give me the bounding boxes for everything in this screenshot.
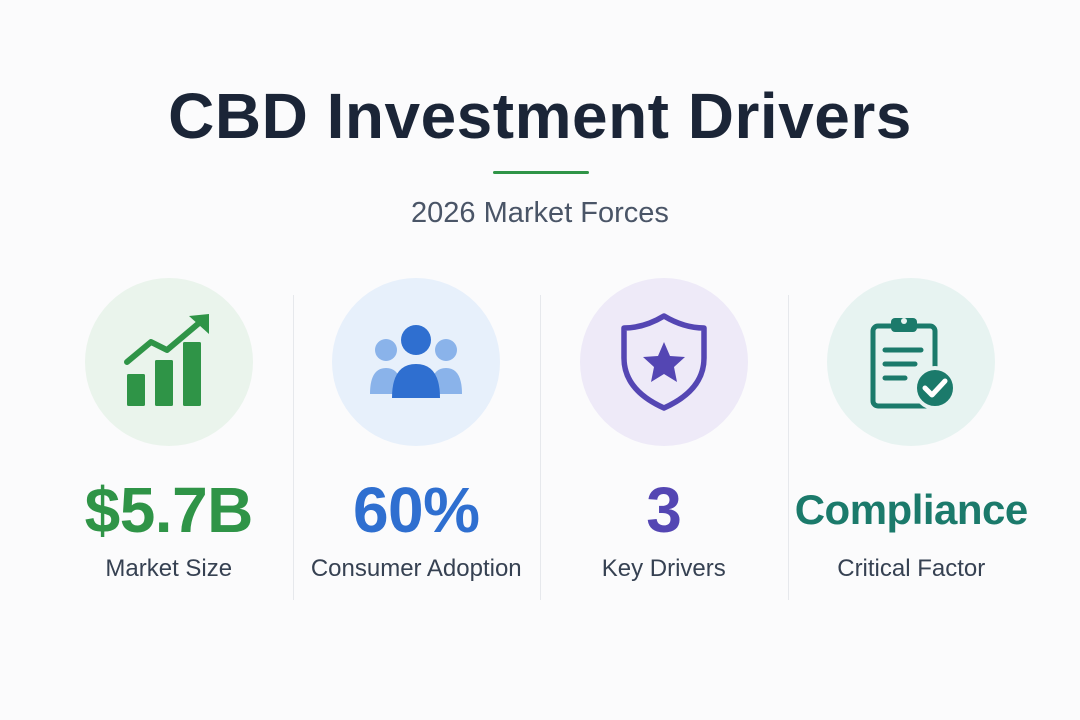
- stat-value: Compliance: [794, 486, 1029, 533]
- stat-consumer-adoption: 60% Consumer Adoption: [292, 270, 541, 610]
- title-divider: [493, 171, 589, 174]
- stat-label: Critical Factor: [837, 555, 986, 582]
- page-subtitle: 2026 Market Forces: [411, 197, 669, 229]
- stat-icon-circle: [332, 278, 501, 446]
- growth-chart-icon: [123, 314, 209, 406]
- stat-label: Market Size: [105, 555, 233, 582]
- stat-value: 60%: [352, 474, 480, 546]
- stat-icon-circle: [579, 278, 748, 446]
- page-title: CBD Investment Drivers: [168, 80, 912, 152]
- stat-critical-factor: Compliance Critical Factor: [787, 270, 1036, 610]
- stat-value: $5.7B: [84, 474, 254, 546]
- people-group-icon: [370, 325, 463, 398]
- stat-icon-circle: [84, 278, 253, 446]
- stat-icon-circle: [827, 278, 996, 446]
- stat-value: 3: [646, 474, 682, 546]
- stat-key-drivers: 3 Key Drivers: [540, 270, 788, 610]
- stat-market-size: $5.7B Market Size: [45, 270, 293, 610]
- stats-row: $5.7B Market Size 60% Consumer Adoption …: [45, 270, 1035, 610]
- shield-star-icon: [621, 313, 707, 411]
- stat-label: Consumer Adoption: [310, 555, 522, 582]
- clipboard-check-icon: [870, 318, 958, 410]
- stat-label: Key Drivers: [601, 555, 726, 582]
